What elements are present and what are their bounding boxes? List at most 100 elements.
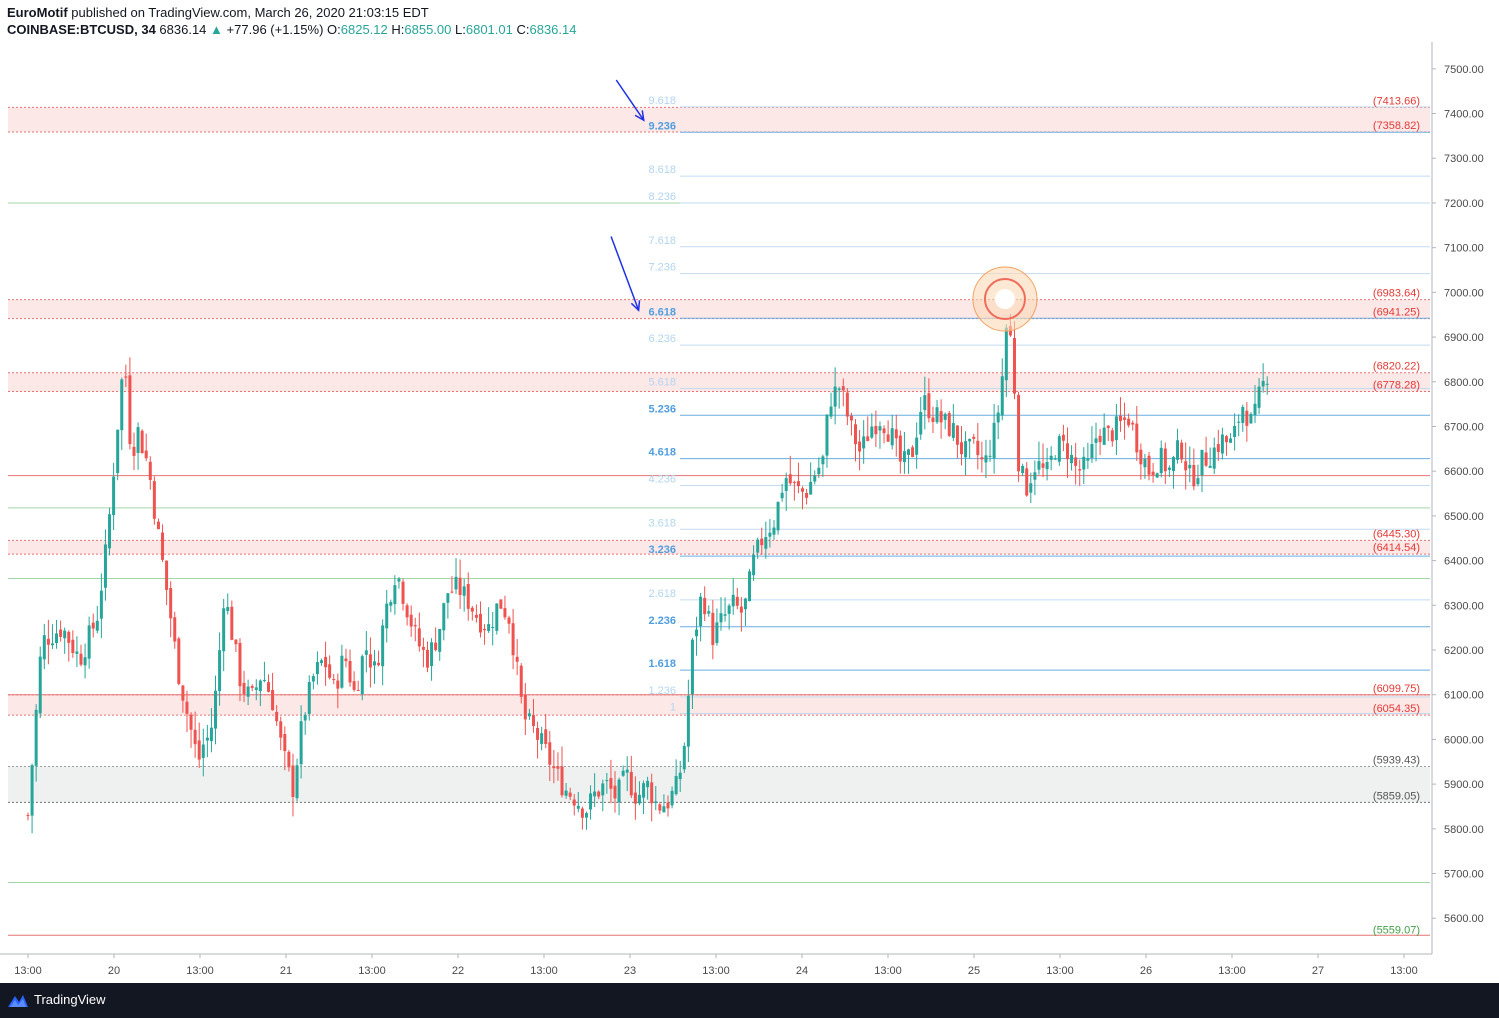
candle-body [169, 588, 173, 619]
candle-body [230, 606, 234, 640]
candle-body [756, 539, 760, 553]
candle-body [650, 782, 654, 804]
candle-body [499, 599, 503, 609]
candle-body [474, 614, 478, 618]
author-name[interactable]: EuroMotif [7, 5, 68, 20]
candle-body [870, 426, 874, 438]
footer: TradingView [0, 983, 1499, 1018]
published-text: published on TradingView.com, March 26, … [67, 5, 429, 20]
candle-body [144, 450, 148, 459]
candle-body [633, 792, 637, 804]
candle-body [360, 656, 364, 695]
candle-body [515, 656, 519, 662]
candle-body [63, 630, 67, 639]
candle-body [287, 751, 291, 768]
candle-body [434, 642, 438, 651]
zone-top-label: (6820.22) [1373, 361, 1420, 373]
tradingview-brand[interactable]: TradingView [34, 992, 106, 1007]
candle-body [120, 379, 124, 431]
candle-body [1155, 473, 1159, 478]
candle-body [99, 590, 103, 619]
candle-body [609, 778, 613, 789]
up-triangle-icon: ▲ [210, 22, 223, 37]
candle-body [26, 814, 30, 816]
time-tick-label: 13:00 [530, 965, 558, 977]
candle-body [890, 428, 894, 446]
candle-body [898, 435, 902, 462]
candle-body [246, 686, 250, 697]
candle-body [1180, 442, 1184, 460]
candle-body [601, 783, 605, 796]
candle-body [919, 412, 923, 435]
publish-info: EuroMotif published on TradingView.com, … [7, 5, 429, 20]
candle-body [381, 625, 385, 667]
candle-body [927, 393, 931, 419]
candle-body [646, 780, 650, 788]
fib-label: 2.618 [648, 588, 676, 600]
candle-body [1151, 471, 1155, 475]
time-tick-label: 25 [968, 965, 980, 977]
candle-body [792, 481, 796, 483]
candle-body [527, 713, 531, 717]
chart-area[interactable]: 9.618 9.236 8.618 8.236 7.618 7.236 6.618 6.236… [0, 42, 1499, 983]
candle-body [201, 744, 205, 758]
candle-body [625, 769, 629, 773]
open-value: 6825.12 [340, 22, 388, 37]
candle-body [1241, 406, 1245, 423]
chart-header: EuroMotif published on TradingView.com, … [0, 0, 1499, 42]
candle-body [540, 733, 544, 744]
candle-body [1106, 425, 1110, 429]
candle-body [95, 620, 99, 631]
candle-body [560, 766, 564, 796]
candle-body [209, 727, 213, 742]
fib-label: 9.236 [648, 120, 676, 132]
candle-body [727, 605, 731, 614]
time-tick-label: 13:00 [1218, 965, 1246, 977]
candle-body [258, 680, 262, 692]
candle-body [1249, 413, 1253, 424]
zone-top-label: (7413.66) [1373, 95, 1420, 107]
candle-body [1196, 478, 1200, 485]
candle-body [833, 386, 837, 407]
candle-body [813, 475, 817, 482]
candle-body [356, 690, 360, 692]
candle-body [980, 457, 984, 460]
candle-body [1098, 435, 1102, 443]
zone-top-label: (6445.30) [1373, 528, 1420, 540]
candle-body [576, 805, 580, 809]
candle-body [976, 440, 980, 456]
candle-body [181, 685, 185, 701]
candle-body [1171, 457, 1175, 472]
candle-body [250, 685, 254, 688]
candle-body [1074, 457, 1078, 466]
candle-body [735, 596, 739, 606]
candle-body [454, 576, 458, 590]
candle-body [764, 537, 768, 549]
candle-body [711, 612, 715, 645]
fib-label: 6.236 [648, 333, 676, 345]
candle-body [262, 679, 266, 681]
candle-body [968, 438, 972, 442]
price-chart[interactable]: 9.618 9.236 8.618 8.236 7.618 7.236 6.618 6.236… [0, 42, 1499, 983]
candle-body [605, 780, 609, 782]
candle-body [1163, 448, 1167, 472]
candle-body [1061, 434, 1065, 441]
candle-body [670, 790, 674, 806]
close-value: 6836.14 [529, 22, 577, 37]
zone-bottom-label: (5859.05) [1373, 790, 1420, 802]
symbol-label[interactable]: COINBASE:BTCUSD, 34 [7, 22, 156, 37]
tradingview-logo-icon[interactable] [7, 991, 29, 1009]
price-tick-label: 7500.00 [1444, 64, 1484, 76]
candle-body [336, 680, 340, 689]
candle-body [132, 446, 136, 456]
candle-body [629, 771, 633, 796]
candle-body [1094, 438, 1098, 443]
fib-label: 5.236 [648, 403, 676, 415]
candle-body [544, 729, 548, 744]
fib-label: 6.618 [648, 306, 676, 318]
candle-body [75, 651, 79, 654]
candle-body [1090, 444, 1094, 458]
candle-body [478, 613, 482, 633]
candle-body [234, 639, 238, 645]
candle-body [1233, 425, 1237, 437]
